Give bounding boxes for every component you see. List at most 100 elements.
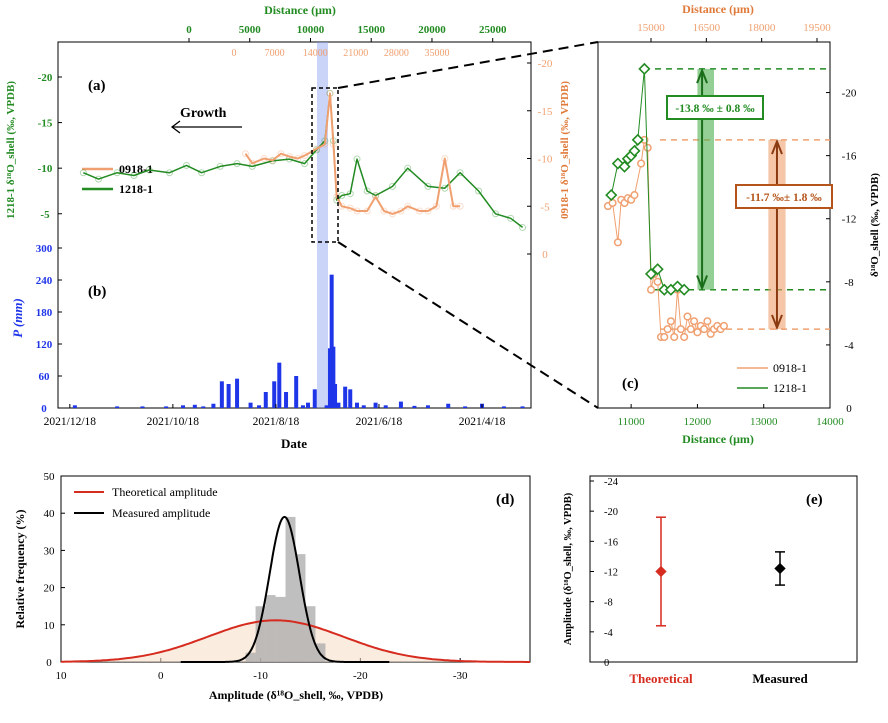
top2-tick-label: 14000 (303, 48, 328, 59)
right-tick-label: -20 (538, 58, 553, 70)
c-series-0918-point (613, 238, 622, 247)
zoom-connector-bottom (337, 241, 599, 409)
top-tick-label: 25000 (479, 24, 507, 36)
c-series-1218-point (628, 144, 641, 157)
top2-tick-label: 21000 (343, 48, 368, 59)
series-halo-point (372, 193, 380, 201)
panel-a-left-axis-label: 1218-1 δ¹⁸O_shell (‰, VPDB) (5, 81, 17, 219)
c-bottom-tick-label: 12000 (684, 416, 712, 428)
precip-bar (226, 384, 231, 408)
panel-d-y-axis-label: Relative frequency (%) (13, 509, 27, 628)
panel-a-top2-ticks: 0 7000 14000 21000 28000 35000 (232, 48, 450, 59)
c-series-0918-point (637, 159, 646, 168)
panel-b-axis-label: P (mm) (10, 298, 25, 338)
series-halo-point (404, 164, 412, 172)
c-series-1218-point (638, 62, 651, 75)
b-tick-label: 180 (36, 307, 53, 319)
panel-c-top-ticks: 15000 16500 18000 19500 (637, 22, 831, 42)
precip-bar (446, 403, 451, 408)
svg-text:1218-1: 1218-1 (773, 381, 807, 395)
series-halo-point (198, 169, 206, 177)
histogram-bar (255, 606, 266, 662)
top-tick-label: 10000 (297, 24, 325, 36)
theoretical-curve (61, 619, 530, 663)
precip-bar (412, 405, 417, 408)
panel-a-top-axis-label: Distance (μm) (264, 3, 336, 17)
panel-b-x-ticks: 2021/12/18 2021/10/18 2021/8/18 2021/6/18 20… (44, 404, 506, 428)
panel-c-frame (597, 41, 831, 409)
panel-b-left-ticks: 0 60 120 180 240 300 (36, 243, 62, 415)
right-tick-label: 0 (542, 249, 548, 261)
b-tick-label: 120 (36, 339, 53, 351)
panel-a-legend: 0918-1 1218-1 (82, 162, 153, 196)
c-bottom-tick-label: 14000 (816, 416, 844, 428)
c-series-0918-point (643, 143, 652, 152)
c-top-tick-label: 18000 (748, 22, 776, 34)
c-series-1218-point (678, 283, 691, 296)
precip-bar (284, 392, 289, 408)
precip-bar (219, 381, 224, 408)
precip-bar (140, 406, 145, 408)
precip-bar (361, 405, 366, 408)
series-halo-point (312, 145, 320, 153)
panel-e-frame (589, 475, 858, 663)
precip-bar (272, 381, 277, 408)
precip-bar (248, 402, 253, 408)
panel-c-legend: 0918-1 1218-1 (737, 361, 807, 395)
precip-bar (425, 405, 430, 408)
panel-a-left-ticks: -20 -15 -10 -5 (38, 72, 62, 221)
panel-c-bottom-axis-label: Distance (μm) (682, 432, 754, 446)
c-series-1218-point (651, 263, 664, 276)
precip-bar (72, 405, 77, 408)
c-top-tick-label: 16500 (693, 22, 721, 34)
d-y-tick-label: 20 (44, 583, 56, 595)
c-bottom-tick-label: 11000 (618, 416, 646, 428)
panel-e-y-ticks: -24 -20 -16 -12 -8 -4 0 (590, 477, 619, 669)
c-series-1218-point (658, 283, 671, 296)
panel-d-y-ticks: 0 10 20 30 40 50 (44, 471, 65, 669)
c-series-0918-point (676, 325, 685, 334)
precip-bar (324, 405, 329, 408)
precip-bar (463, 406, 468, 408)
c-series-0918-point (653, 277, 662, 286)
precip-bar (263, 392, 268, 408)
d-y-tick-label: 40 (44, 508, 56, 520)
precip-bar (300, 405, 305, 408)
c-right-tick-label: -8 (844, 277, 854, 289)
amp-1218-box: -13.8 ‰ ± 0.8 ‰ (666, 95, 764, 120)
e-point (655, 565, 667, 578)
growth-arrow (170, 120, 242, 134)
d-x-tick-label: -20 (353, 670, 368, 682)
precip-bar (329, 274, 334, 408)
right-tick-label: -15 (538, 106, 553, 118)
precip-bar (235, 378, 240, 408)
date-tick-label: 2021/10/18 (147, 416, 200, 428)
precip-bar (331, 346, 336, 408)
precip-bar (355, 402, 360, 408)
date-tick-label: 2021/8/18 (253, 416, 300, 428)
c-series-1218-point (644, 267, 658, 281)
series-halo-point (95, 175, 103, 183)
b-tick-label: 60 (39, 371, 51, 383)
c-series-0918-point (663, 325, 672, 334)
c-right-tick-label: -4 (844, 340, 854, 352)
top2-tick-label: 35000 (425, 48, 450, 59)
series-halo-point (301, 160, 309, 168)
svg-text:Theoretical amplitude: Theoretical amplitude (112, 485, 218, 499)
panel-c-right-ticks: -20 -16 -12 -8 -4 0 (826, 88, 857, 415)
precip-bar (398, 401, 403, 408)
c-series-0918-point (700, 325, 709, 334)
svg-text:0918-1: 0918-1 (773, 361, 807, 375)
series-halo-point (363, 187, 371, 195)
amp-0918-arrowhead-bottom (771, 314, 783, 331)
precip-bar (181, 405, 186, 408)
precip-bar (333, 384, 338, 408)
c-series-0918-point (719, 321, 728, 331)
histogram-bar (245, 652, 256, 662)
date-tick-label: 2021/4/18 (459, 416, 506, 428)
c-series-1218-point (618, 160, 631, 173)
series-halo-point (456, 169, 464, 177)
histogram-bar (275, 596, 286, 662)
left-tick-label: -5 (40, 209, 50, 221)
